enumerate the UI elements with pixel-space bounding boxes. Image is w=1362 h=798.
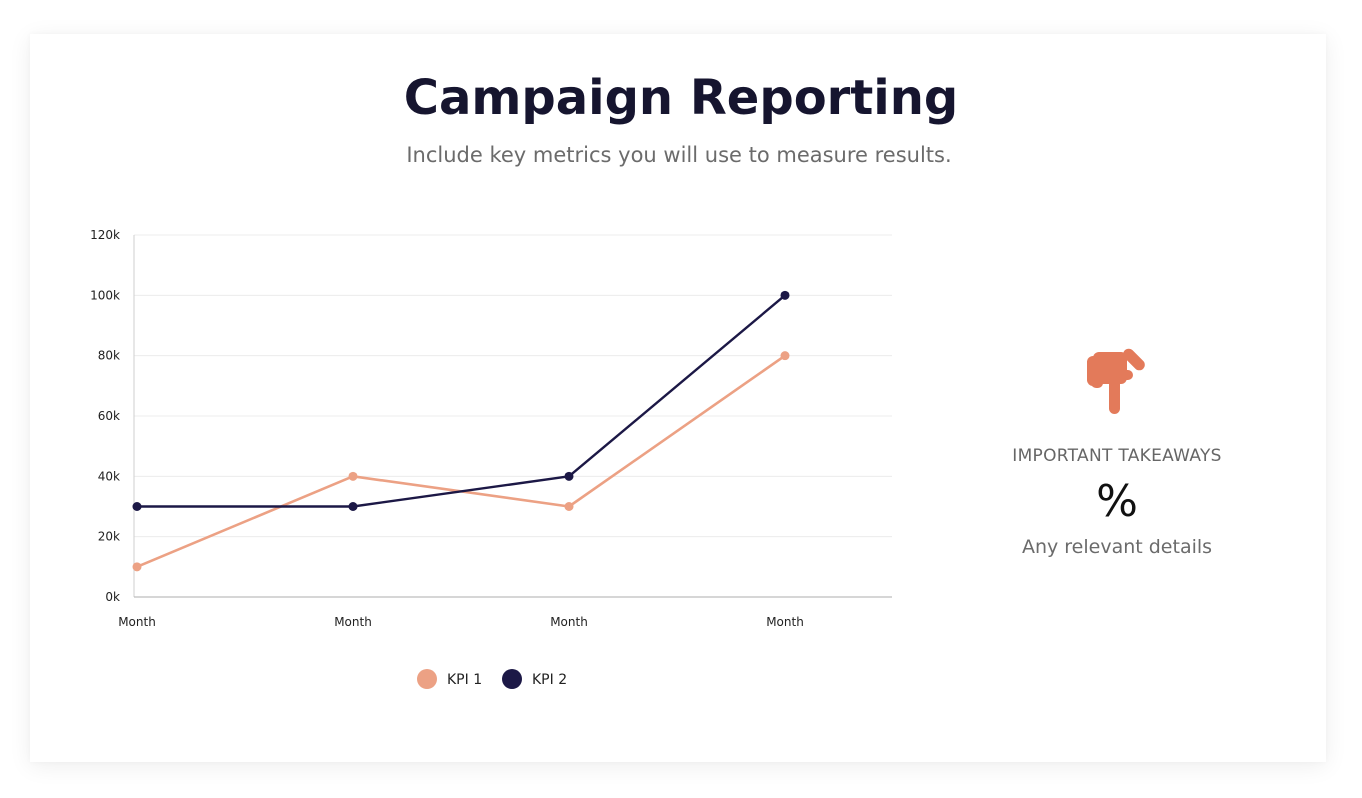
y-tick-label: 0k	[105, 590, 120, 604]
y-tick-label: 100k	[90, 288, 120, 302]
data-point-kpi-2	[348, 502, 358, 511]
page-title: Campaign Reporting	[403, 70, 959, 126]
y-tick-label: 60k	[98, 409, 120, 423]
takeaways-value: %	[1096, 476, 1138, 527]
data-point-kpi-1	[564, 502, 574, 511]
x-tick-label: Month	[550, 615, 588, 629]
x-tick-label: Month	[334, 615, 372, 629]
data-point-kpi-1	[780, 351, 790, 361]
legend-label-kpi-2: KPI 2	[532, 672, 567, 688]
data-point-kpi-2	[780, 290, 790, 300]
legend-marker-kpi-1	[417, 669, 437, 689]
y-tick-label: 40k	[98, 469, 120, 483]
pointing-down-hand-icon	[1087, 348, 1145, 414]
y-tick-label: 120k	[90, 228, 120, 242]
data-point-kpi-2	[564, 471, 574, 481]
data-point-kpi-1	[348, 471, 358, 481]
page-subtitle: Include key metrics you will use to meas…	[406, 143, 952, 167]
x-tick-label: Month	[766, 615, 804, 629]
series-line-kpi-1	[136, 354, 786, 569]
data-point-kpi-1	[132, 562, 142, 572]
y-tick-label: 20k	[98, 530, 120, 544]
x-tick-label: Month	[118, 615, 156, 629]
takeaways-details: Any relevant details	[1021, 536, 1213, 558]
y-tick-label: 80k	[98, 349, 120, 363]
data-point-kpi-2	[132, 502, 142, 511]
legend-marker-kpi-2	[502, 669, 522, 689]
legend-label-kpi-1: KPI 1	[447, 672, 482, 688]
takeaways-panel: IMPORTANT TAKEAWAYS % Any relevant detai…	[1000, 340, 1234, 558]
takeaways-heading: IMPORTANT TAKEAWAYS	[1012, 446, 1222, 466]
series-line-kpi-2	[137, 294, 786, 508]
